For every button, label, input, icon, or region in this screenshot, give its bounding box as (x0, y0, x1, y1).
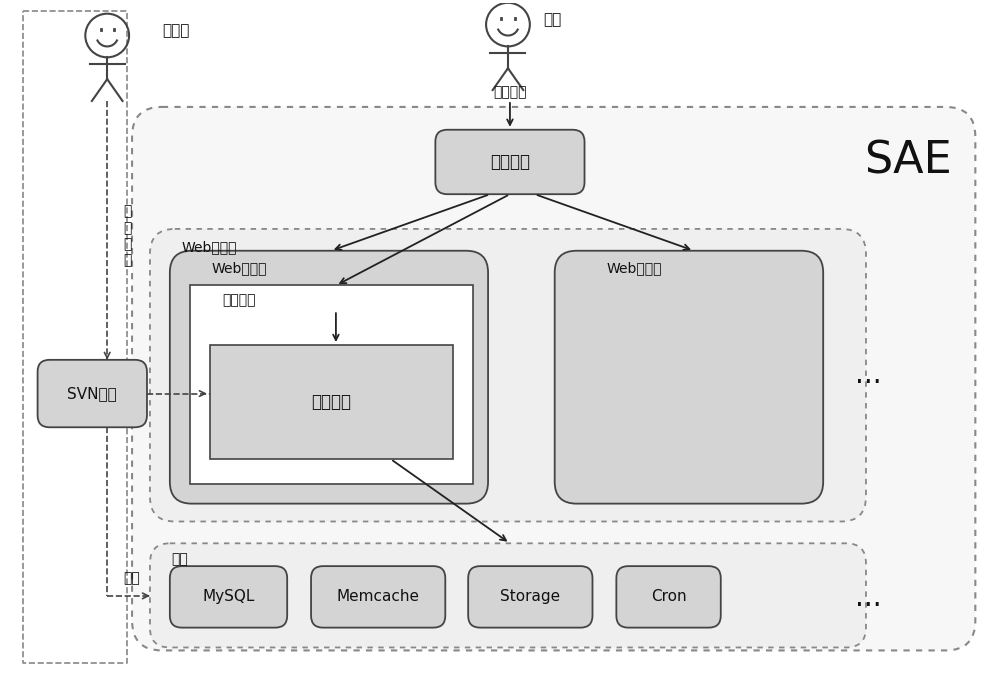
Bar (210, 345, 453, 459)
FancyBboxPatch shape (435, 130, 585, 194)
Text: 代
码
部
署: 代 码 部 署 (123, 204, 131, 267)
Bar (190, 285, 473, 484)
FancyBboxPatch shape (132, 107, 975, 650)
Text: SAE: SAE (864, 140, 952, 183)
Text: 管理: 管理 (123, 571, 140, 585)
Text: MySQL: MySQL (202, 589, 255, 604)
Text: 运行环境: 运行环境 (223, 293, 256, 308)
FancyBboxPatch shape (38, 360, 147, 427)
Text: Cron: Cron (651, 589, 686, 604)
FancyBboxPatch shape (170, 566, 287, 627)
FancyBboxPatch shape (150, 543, 866, 648)
Text: 负载均衡: 负载均衡 (490, 153, 530, 171)
FancyBboxPatch shape (555, 251, 823, 504)
Text: 应用代码: 应用代码 (311, 393, 351, 411)
Text: Web服务器: Web服务器 (607, 261, 662, 276)
Text: Memcache: Memcache (337, 589, 420, 604)
Text: Web服务池: Web服务池 (182, 240, 237, 254)
Text: Storage: Storage (500, 589, 560, 604)
Text: ...: ... (855, 584, 881, 612)
FancyBboxPatch shape (616, 566, 721, 627)
Text: ...: ... (855, 361, 881, 388)
Text: 开发者: 开发者 (162, 23, 189, 38)
Text: 用户: 用户 (543, 12, 561, 27)
Text: 服务: 服务 (171, 552, 188, 566)
FancyBboxPatch shape (150, 229, 866, 521)
Text: SVN仓库: SVN仓库 (67, 386, 117, 401)
FancyBboxPatch shape (468, 566, 592, 627)
Text: Web服务器: Web服务器 (212, 261, 267, 276)
Text: 访问应用: 访问应用 (493, 85, 527, 99)
FancyBboxPatch shape (170, 251, 488, 504)
FancyBboxPatch shape (311, 566, 445, 627)
